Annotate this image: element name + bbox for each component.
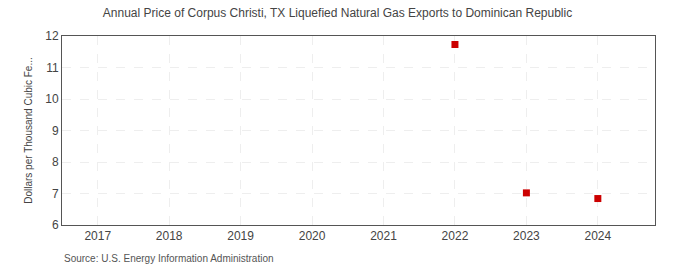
svg-text:10: 10 bbox=[45, 92, 59, 106]
svg-text:11: 11 bbox=[46, 61, 59, 75]
svg-text:2024: 2024 bbox=[584, 229, 611, 243]
svg-text:7: 7 bbox=[52, 187, 59, 201]
svg-text:2022: 2022 bbox=[442, 229, 469, 243]
svg-text:2019: 2019 bbox=[227, 229, 254, 243]
svg-text:Dollars per Thousand Cubic Fe.: Dollars per Thousand Cubic Fe... bbox=[23, 57, 34, 204]
svg-text:2021: 2021 bbox=[370, 229, 397, 243]
svg-text:2017: 2017 bbox=[84, 229, 111, 243]
svg-text:9: 9 bbox=[52, 124, 59, 138]
svg-text:6: 6 bbox=[52, 218, 59, 232]
svg-text:12: 12 bbox=[45, 29, 59, 43]
svg-text:8: 8 bbox=[52, 155, 59, 169]
svg-text:Annual Price of Corpus Christi: Annual Price of Corpus Christi, TX Lique… bbox=[103, 6, 572, 20]
svg-text:2023: 2023 bbox=[513, 229, 540, 243]
svg-text:2018: 2018 bbox=[156, 229, 183, 243]
svg-text:Source: U.S. Energy Informatio: Source: U.S. Energy Information Administ… bbox=[64, 253, 274, 264]
svg-text:2020: 2020 bbox=[299, 229, 326, 243]
